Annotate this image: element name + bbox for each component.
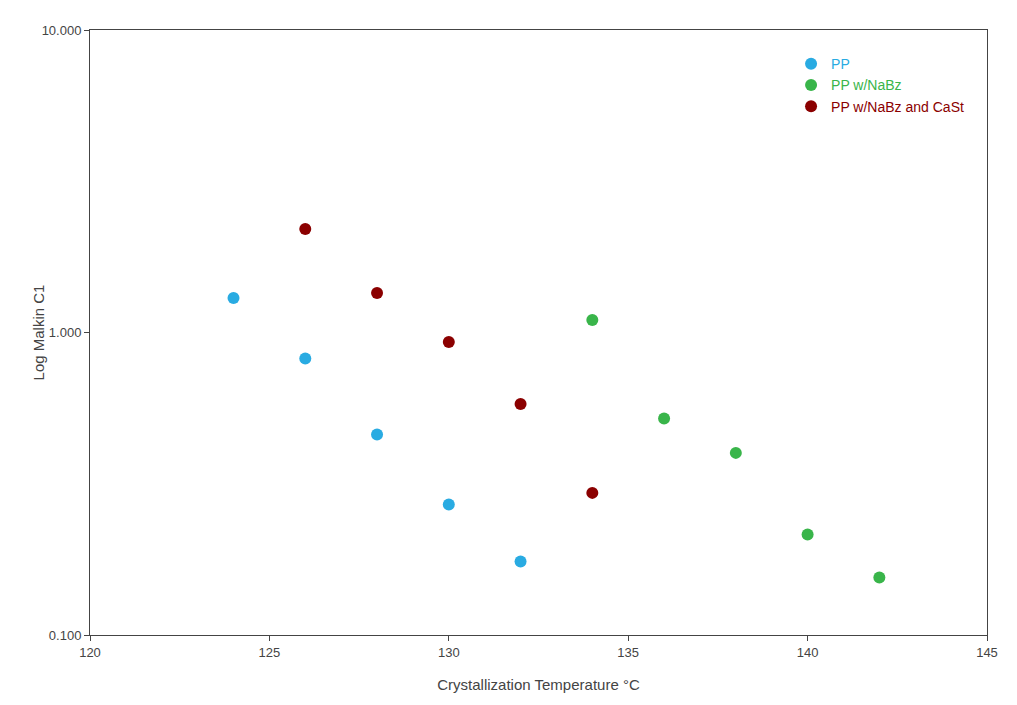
svg-text:140: 140 [797, 645, 819, 660]
svg-text:Log Malkin C1: Log Malkin C1 [30, 285, 47, 381]
svg-text:0.100: 0.100 [49, 628, 82, 643]
svg-text:PP w/NaBz and CaSt: PP w/NaBz and CaSt [831, 99, 964, 115]
svg-text:145: 145 [976, 645, 998, 660]
svg-text:PP w/NaBz: PP w/NaBz [831, 77, 902, 93]
svg-text:PP: PP [831, 56, 850, 72]
svg-text:120: 120 [79, 645, 101, 660]
svg-text:130: 130 [438, 645, 460, 660]
svg-text:10.000: 10.000 [42, 23, 82, 38]
svg-text:125: 125 [259, 645, 281, 660]
svg-text:Crystallization Temperature °C: Crystallization Temperature °C [437, 676, 640, 693]
svg-text:1.000: 1.000 [49, 325, 82, 340]
svg-text:135: 135 [617, 645, 639, 660]
